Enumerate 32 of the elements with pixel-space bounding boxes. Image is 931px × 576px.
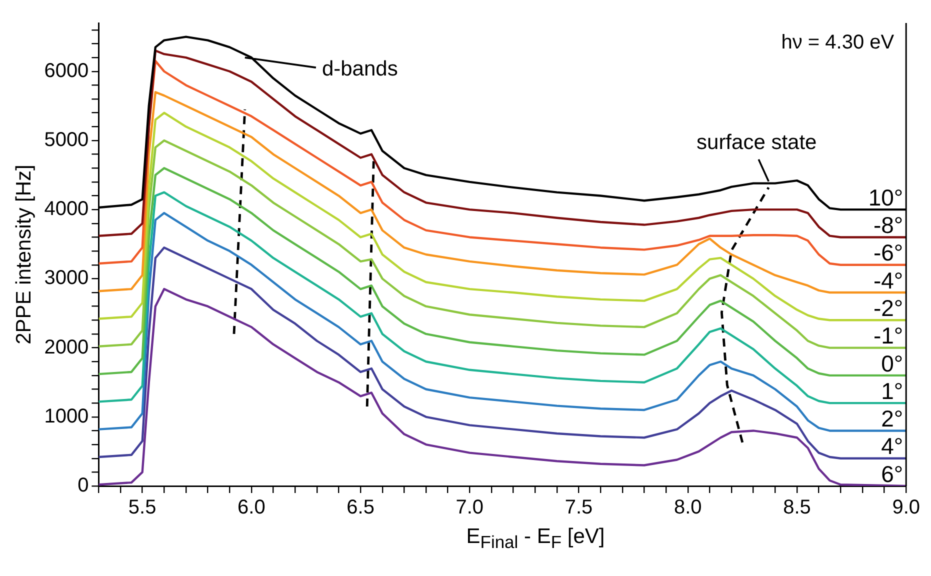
series-label: 1°: [881, 378, 904, 404]
x-tick-label: 6.0: [238, 496, 266, 519]
series-label: 4°: [881, 433, 904, 460]
series-label: -8°: [873, 212, 904, 238]
x-tick-label: 9.0: [892, 496, 920, 519]
y-tick-label: 1000: [44, 405, 89, 428]
series-label: 0°: [881, 350, 904, 376]
series-label: 6°: [881, 460, 904, 487]
x-tick-label: 8.5: [783, 496, 811, 519]
annotation: hν = 4.30 eV: [781, 32, 895, 54]
series-label: -6°: [873, 240, 904, 266]
y-axis-title: 2PPE intensity [Hz]: [12, 164, 36, 344]
y-tick-label: 5000: [44, 128, 89, 151]
annotation: d-bands: [322, 57, 398, 80]
y-tick-label: 2000: [44, 336, 89, 358]
annotation: surface state: [696, 131, 817, 154]
series-label: -1°: [873, 322, 904, 349]
y-tick-label: 4000: [44, 198, 89, 220]
series-label: 10°: [868, 184, 904, 210]
x-tick-label: 6.5: [346, 496, 374, 519]
y-tick-label: 3000: [44, 267, 89, 290]
series-label: -4°: [873, 267, 904, 294]
x-tick-label: 7.0: [456, 496, 484, 519]
x-tick-label: 8.0: [674, 496, 702, 519]
series-label: -2°: [873, 294, 904, 321]
x-axis-title: E$_{Final}$ - E$_{F}$ [eV]: [465, 525, 606, 554]
line-series: [720, 186, 770, 444]
series-label: 2°: [881, 406, 904, 432]
x-tick-label: 5.5: [128, 496, 156, 519]
y-tick-label: 6000: [44, 60, 89, 82]
y-tick-label: 0: [78, 474, 89, 497]
x-tick-label: 7.5: [564, 496, 593, 519]
